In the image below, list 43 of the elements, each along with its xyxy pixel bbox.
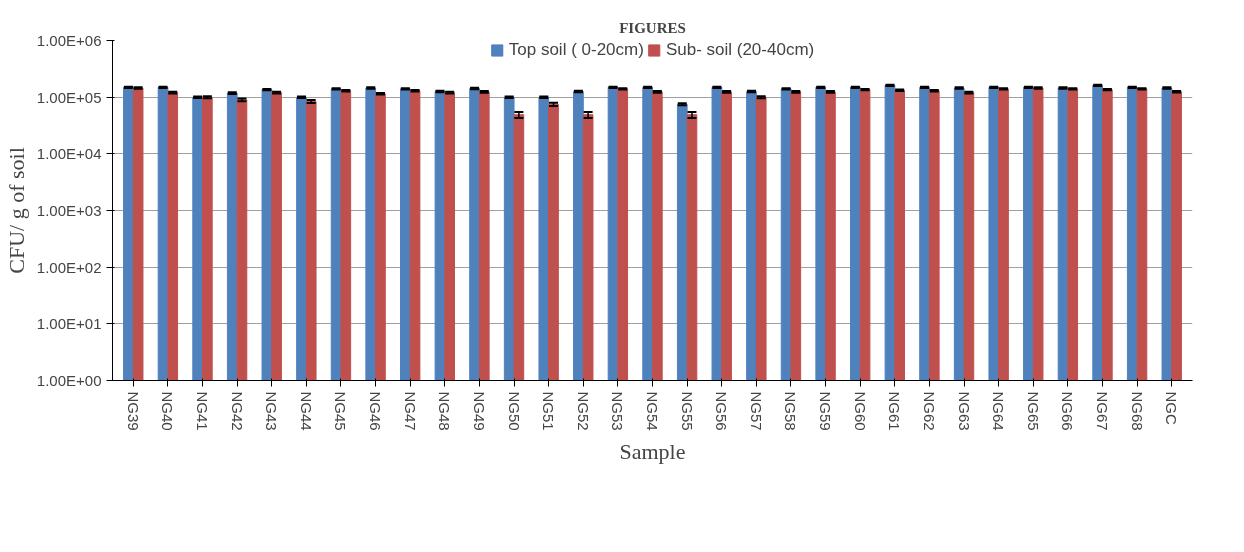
- x-tick-label: NG54: [644, 391, 661, 431]
- x-tick-label: NG57: [747, 391, 765, 431]
- x-tick-label: NG68: [1128, 391, 1146, 431]
- x-tick-label: NGC: [1163, 391, 1181, 425]
- x-tick-label: NG44: [297, 391, 315, 431]
- y-tick-label: 1.00E+01: [36, 315, 102, 333]
- x-tick-label: NG47: [401, 391, 419, 431]
- x-tick-label: NG42: [228, 391, 246, 431]
- x-tick-label: NG43: [263, 391, 281, 431]
- x-tick-label: NG55: [678, 391, 696, 431]
- x-tick-label: NG46: [367, 391, 385, 431]
- x-tick-label: NG40: [159, 391, 177, 431]
- y-tick-label: 1.00E+05: [36, 88, 102, 106]
- x-tick-label: NG67: [1094, 391, 1111, 431]
- x-tick-label: NG64: [990, 391, 1008, 431]
- chart-title: FIGURES: [619, 19, 686, 36]
- x-tick-label: NG58: [782, 391, 800, 431]
- x-tick-label: NG63: [955, 391, 973, 431]
- y-tick-label: 1.00E+03: [36, 202, 102, 219]
- x-tick-label: NG65: [1024, 391, 1042, 431]
- x-axis-title: Sample: [619, 438, 686, 464]
- legend-label: Sub- soil (20-40cm): [665, 40, 815, 60]
- x-tick-label: NG51: [540, 391, 558, 431]
- x-tick-label: NG52: [574, 391, 592, 431]
- x-tick-label: NG60: [851, 391, 869, 431]
- x-tick-label: NG66: [1059, 391, 1077, 431]
- y-axis-title: CFU/ g of soil: [3, 147, 29, 274]
- x-tick-label: NG49: [470, 391, 488, 431]
- y-tick-label: 1.00E+00: [36, 372, 102, 389]
- legend-label: Top soil ( 0-20cm): [508, 40, 644, 60]
- x-tick-label: NG48: [436, 391, 454, 431]
- x-tick-label: NG61: [886, 391, 904, 431]
- x-tick-label: NG53: [609, 391, 627, 431]
- x-tick-label: NG39: [124, 391, 142, 431]
- x-tick-label: NG41: [194, 391, 211, 431]
- y-tick-label: 1.00E+02: [36, 258, 102, 276]
- y-tick-label: 1.00E+06: [36, 32, 102, 49]
- x-tick-label: NG56: [713, 391, 731, 431]
- x-tick-label: NG50: [505, 391, 523, 431]
- y-tick-label: 1.00E+04: [36, 145, 102, 163]
- x-tick-label: NG59: [817, 391, 835, 431]
- x-tick-label: NG62: [920, 391, 938, 431]
- x-tick-label: NG45: [332, 391, 350, 431]
